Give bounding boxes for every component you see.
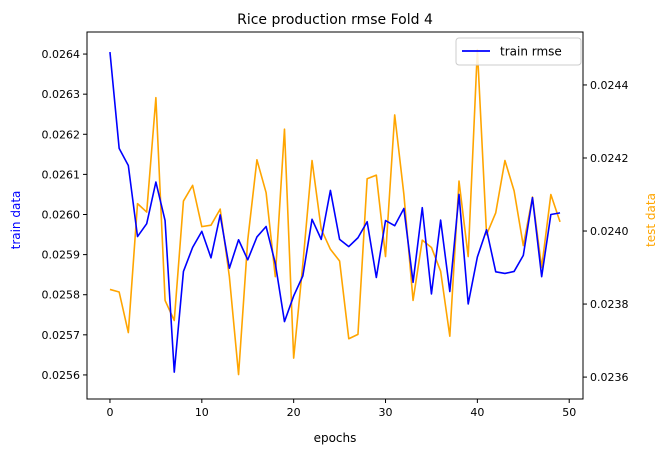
right-y-tick-label: 0.0238 — [590, 298, 629, 311]
x-axis-ticks: 0 10 20 30 40 50 — [106, 399, 576, 419]
series-line-test — [109, 48, 561, 376]
plot-frame — [86, 31, 584, 400]
right-y-tick-label: 0.0240 — [590, 225, 629, 238]
left-y-axis-label: train data — [9, 191, 23, 250]
right-y-tick-label: 0.0244 — [590, 79, 629, 92]
left-y-tick-label: 0.0262 — [42, 128, 81, 141]
series-layer — [109, 48, 561, 376]
x-tick-label: 10 — [195, 406, 209, 419]
right-y-tick-label: 0.0242 — [590, 152, 629, 165]
left-y-tick-label: 0.0261 — [42, 168, 81, 181]
legend-box — [455, 37, 582, 66]
chart-title: Rice production rmse Fold 4 — [237, 12, 433, 28]
left-y-tick-label: 0.0259 — [42, 249, 81, 262]
left-y-tick-label: 0.0257 — [42, 329, 81, 342]
right-y-axis-label: test data — [644, 193, 658, 247]
right-y-tick-label: 0.0236 — [590, 371, 629, 384]
x-tick-label: 30 — [379, 406, 393, 419]
x-tick-label: 50 — [562, 406, 576, 419]
legend: train rmse — [455, 37, 582, 66]
x-tick-label: 20 — [287, 406, 301, 419]
right-y-axis-ticks: 0.0236 0.0238 0.0240 0.0242 0.0244 — [583, 79, 629, 384]
series-line-train — [109, 51, 561, 373]
left-y-tick-label: 0.0258 — [42, 289, 81, 302]
left-y-tick-label: 0.0263 — [42, 88, 81, 101]
left-y-axis-ticks: 0.0256 0.0257 0.0258 0.0259 0.0260 0.0261 0.02… — [42, 48, 87, 382]
left-y-tick-label: 0.0256 — [42, 369, 81, 382]
left-y-tick-label: 0.0260 — [42, 208, 81, 221]
x-tick-label: 40 — [470, 406, 484, 419]
x-tick-label: 0 — [106, 406, 113, 419]
x-axis-label: epochs — [314, 431, 357, 445]
left-y-tick-label: 0.0264 — [42, 48, 81, 61]
legend-label-train: train rmse — [500, 45, 562, 59]
